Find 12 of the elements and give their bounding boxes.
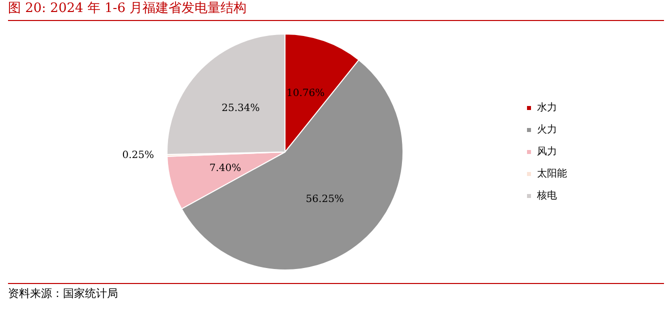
data-label: 56.25% <box>306 194 344 205</box>
data-label: 7.40% <box>209 163 242 174</box>
chart-title: 图 20: 2024 年 1-6 月福建省发电量结构 <box>8 0 664 21</box>
data-label: 25.34% <box>222 103 260 114</box>
legend-label: 核电 <box>536 190 557 202</box>
legend-label: 太阳能 <box>537 168 567 180</box>
legend-label: 水力 <box>537 102 557 114</box>
data-label: 0.25% <box>122 150 154 162</box>
data-label: 10.76% <box>286 88 325 100</box>
legend-label: 火力 <box>537 124 557 136</box>
text: 资料来源：国家统计局 <box>8 283 664 304</box>
legend-label: 风力 <box>537 146 557 158</box>
